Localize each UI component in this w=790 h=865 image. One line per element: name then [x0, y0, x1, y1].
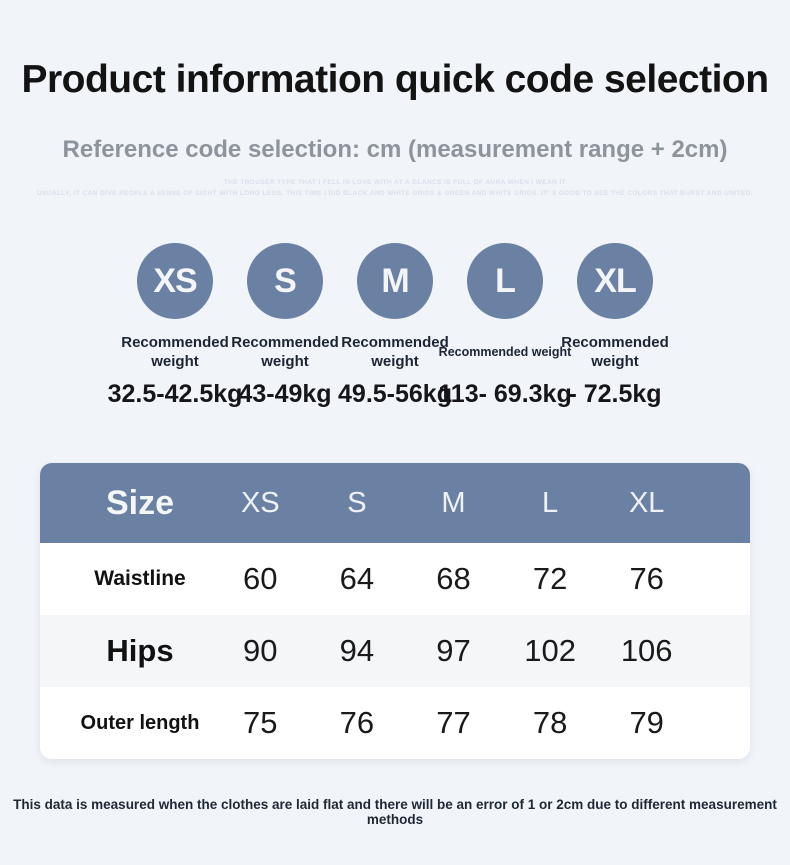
- table-row-outer-length: Outer length 75 76 77 78 79: [40, 687, 750, 759]
- watermark-line-2: USUALLY, IT CAN GIVE PEOPLE A SENSE OF S…: [37, 190, 753, 197]
- size-table-header-xl: XL: [628, 486, 665, 519]
- measurement-disclaimer: This data is measured when the clothes a…: [13, 797, 777, 827]
- waistline-l: 72: [532, 561, 568, 596]
- row-label-outer-length: Outer length: [80, 711, 200, 734]
- size-table-header-s: S: [347, 486, 367, 519]
- watermark-text: THE TROUSER TYPE THAT I FELL IN LOVE WIT…: [0, 177, 790, 199]
- table-row-hips: Hips 90 94 97 102 106: [40, 615, 750, 687]
- size-option-l: L Recommended weight 113- 69.3kg: [438, 243, 572, 409]
- weight-range-m: 49.5-56kg: [338, 380, 452, 408]
- hips-l: 102: [524, 633, 576, 668]
- size-badge-l: L: [467, 243, 543, 319]
- size-table-header-m: M: [441, 486, 466, 519]
- weight-range-xl: - 72.5kg: [568, 380, 662, 408]
- hips-xl: 106: [620, 633, 673, 668]
- table-row-waistline: Waistline 60 64 68 72 76: [40, 543, 750, 615]
- size-badge-m: M: [357, 243, 433, 319]
- row-label-waistline: Waistline: [94, 567, 186, 590]
- size-table-header-l: L: [542, 486, 559, 519]
- outer-length-xs: 75: [243, 705, 278, 740]
- outer-length-m: 77: [436, 705, 471, 740]
- hips-xs: 90: [243, 633, 278, 668]
- outer-length-xl: 79: [629, 705, 664, 740]
- page-subtitle: Reference code selection: cm (measuremen…: [62, 136, 728, 163]
- weight-range-xs: 32.5-42.5kg: [107, 380, 243, 408]
- weight-range-l: 113- 69.3kg: [438, 380, 572, 408]
- outer-length-l: 78: [532, 705, 568, 740]
- size-badge-s: S: [247, 243, 323, 319]
- hips-m: 97: [436, 633, 471, 668]
- waistline-s: 64: [339, 561, 375, 596]
- size-options-row: XS Recommended weight 32.5-42.5kg S Reco…: [108, 243, 669, 409]
- size-option-s: S Recommended weight 43-49kg: [231, 243, 339, 409]
- recommended-weight-label: Recommended weight: [231, 334, 339, 370]
- page-title: Product information quick code selection: [21, 58, 769, 101]
- size-table-header-size: Size: [105, 483, 175, 522]
- size-option-xl: XL Recommended weight - 72.5kg: [561, 243, 669, 409]
- recommended-weight-label: Recommended weight: [438, 344, 572, 359]
- size-option-m: M Recommended weight 49.5-56kg: [338, 243, 452, 409]
- weight-range-s: 43-49kg: [238, 380, 332, 408]
- row-label-hips: Hips: [106, 633, 174, 668]
- outer-length-s: 76: [339, 705, 375, 740]
- watermark-line-1: THE TROUSER TYPE THAT I FELL IN LOVE WIT…: [223, 179, 567, 186]
- waistline-xs: 60: [243, 561, 278, 596]
- size-table-header-xs: XS: [240, 486, 280, 519]
- size-table: Size XS S M L XL Waistline 60 64 68 72 7…: [40, 463, 750, 759]
- size-table-header-row: Size XS S M L XL: [40, 463, 750, 543]
- size-badge-xl: XL: [577, 243, 653, 319]
- size-badge-xs: XS: [137, 243, 213, 319]
- recommended-weight-label: Recommended weight: [121, 334, 229, 370]
- recommended-weight-label: Recommended weight: [341, 334, 449, 370]
- size-option-xs: XS Recommended weight 32.5-42.5kg: [108, 243, 242, 409]
- hips-s: 94: [339, 633, 375, 668]
- waistline-m: 68: [436, 561, 471, 596]
- recommended-weight-label: Recommended weight: [561, 334, 669, 370]
- waistline-xl: 76: [629, 561, 664, 596]
